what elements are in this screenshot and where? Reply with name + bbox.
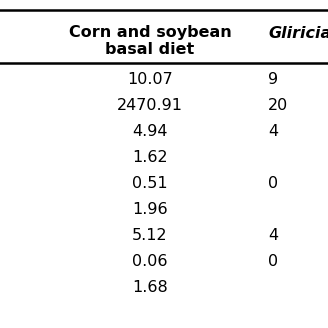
Text: Gliricia: Gliricia [268, 26, 328, 40]
Text: basal diet: basal diet [105, 42, 195, 56]
Text: 0: 0 [268, 176, 278, 192]
Text: 1.68: 1.68 [132, 280, 168, 296]
Text: 20: 20 [268, 98, 288, 113]
Text: 4: 4 [268, 229, 278, 243]
Text: 0: 0 [268, 255, 278, 270]
Text: 2470.91: 2470.91 [117, 98, 183, 113]
Text: 0.51: 0.51 [132, 176, 168, 192]
Text: 0.06: 0.06 [132, 255, 168, 270]
Text: 5.12: 5.12 [132, 229, 168, 243]
Text: Corn and soybean: Corn and soybean [69, 26, 231, 40]
Text: 1.62: 1.62 [132, 151, 168, 166]
Text: 1.96: 1.96 [132, 202, 168, 217]
Text: 9: 9 [268, 72, 278, 88]
Text: 4: 4 [268, 125, 278, 139]
Text: 10.07: 10.07 [127, 72, 173, 88]
Text: 4.94: 4.94 [132, 125, 168, 139]
